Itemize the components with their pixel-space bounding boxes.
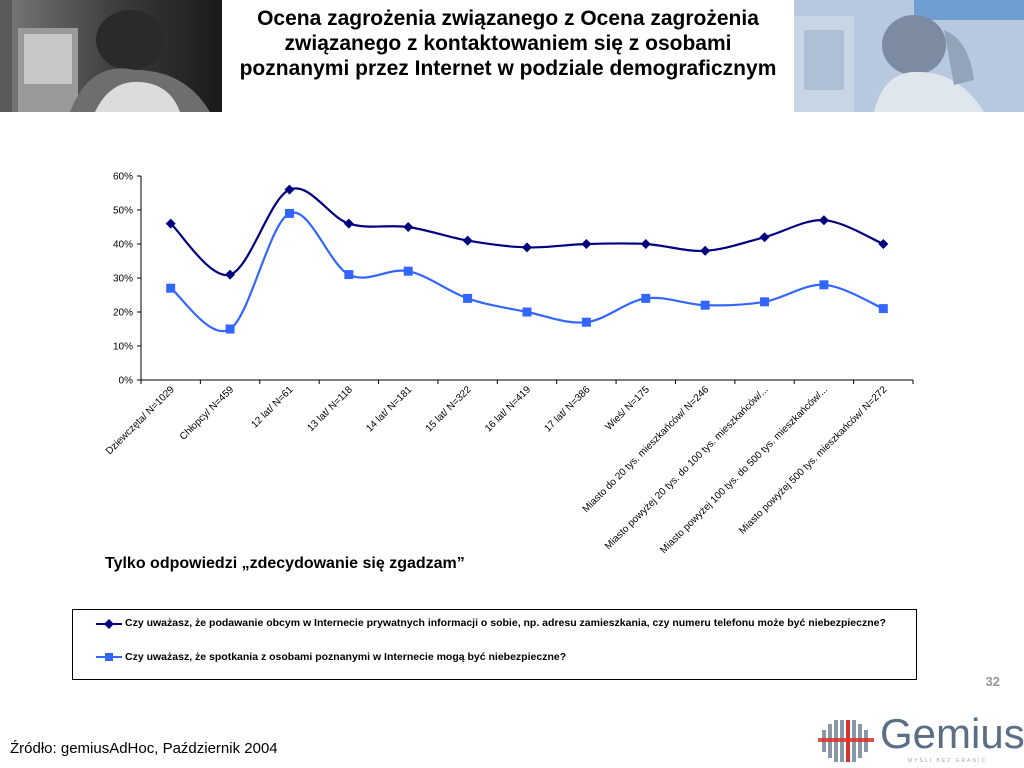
photo-boy-at-computer <box>0 0 222 112</box>
x-tick-label: Dziewczęta/ N=1029 <box>104 384 177 457</box>
legend: Czy uważasz, że podawanie obcym w Intern… <box>72 609 917 680</box>
legend-label-series-1: Czy uważasz, że podawanie obcym w Intern… <box>125 617 886 629</box>
series-2-point <box>641 293 651 303</box>
photo-girl-at-computer <box>794 0 1024 112</box>
series-2-point <box>522 307 532 317</box>
y-tick-label: 50% <box>113 206 133 217</box>
y-tick-label: 30% <box>113 274 133 285</box>
y-tick-label: 0% <box>119 376 134 387</box>
x-tick-label: Miasto do 20 tys. mieszkańców/ N=246 <box>581 384 712 515</box>
series-2-point <box>225 324 235 334</box>
y-tick-label: 10% <box>113 342 133 353</box>
series-1-point <box>700 245 711 256</box>
line-chart: 0% 10% 20% 30% 40% 50% 60% Dziewczęta/ N=1029 Ch… <box>104 172 914 556</box>
gemius-logo-tagline: MYŚLI BEZ GRANIC <box>908 758 987 764</box>
series-1-point <box>522 242 532 253</box>
series-1-point <box>343 218 354 229</box>
series-2-point <box>403 266 413 276</box>
legend-label-series-2: Czy uważasz, że spotkania z osobami pozn… <box>125 651 567 663</box>
square-marker-icon <box>96 653 122 661</box>
legend-item-series-1: Czy uważasz, że podawanie obcym w Intern… <box>96 616 897 630</box>
series-2-point <box>700 300 710 310</box>
series-1-point <box>581 239 592 249</box>
series-1-point <box>759 232 770 243</box>
x-tick-label: 15 lat/ N=322 <box>424 384 474 434</box>
series-2-point <box>760 297 770 307</box>
gemius-logo: Gemius MYŚLI BEZ GRANIC <box>818 710 1024 768</box>
series-1-line <box>169 187 884 276</box>
y-tick-label: 40% <box>113 240 133 251</box>
series-2-point <box>284 208 294 218</box>
y-tick-label: 60% <box>113 172 133 183</box>
x-tick-label: Chłopcy/ N=459 <box>178 384 237 443</box>
chart-subtitle: Tylko odpowiedzi „zdecydowanie się zgadz… <box>105 555 465 572</box>
gemius-logo-icon <box>818 720 874 762</box>
series-2-point <box>819 280 829 290</box>
series-2-point <box>878 304 888 314</box>
x-tick-label: 12 lat/ N=61 <box>249 384 295 430</box>
series-1-point <box>403 222 414 232</box>
series-2-point <box>344 270 354 280</box>
series-1-point <box>818 215 829 226</box>
page-number: 32 <box>985 674 1000 689</box>
series-1-point <box>165 218 176 229</box>
x-tick-label: 16 lat/ N=419 <box>483 384 533 434</box>
x-tick-label: 13 lat/ N=118 <box>305 384 355 434</box>
series-1-point <box>878 239 889 249</box>
legend-item-series-2: Czy uważasz, że spotkania z osobami pozn… <box>96 650 897 664</box>
diamond-marker-icon <box>96 619 122 629</box>
slide-title: Ocena zagrożenia związanego z Ocena zagr… <box>239 7 777 80</box>
series-1-point <box>284 184 295 195</box>
y-tick-label: 20% <box>113 308 133 319</box>
x-tick-label: 14 lat/ N=181 <box>364 384 414 434</box>
series-1-point <box>640 239 651 249</box>
series-1-point <box>462 235 473 246</box>
x-tick-label: Wieś/ N=175 <box>603 384 652 433</box>
series-2-point <box>581 317 591 327</box>
series-1-point <box>225 269 236 280</box>
series-2-point <box>166 283 176 293</box>
source-note: Źródło: gemiusAdHoc, Październik 2004 <box>10 740 278 757</box>
gemius-logo-text: Gemius <box>880 710 1024 757</box>
x-tick-label: 17 lat/ N=386 <box>542 384 592 434</box>
series-2-point <box>463 293 473 303</box>
